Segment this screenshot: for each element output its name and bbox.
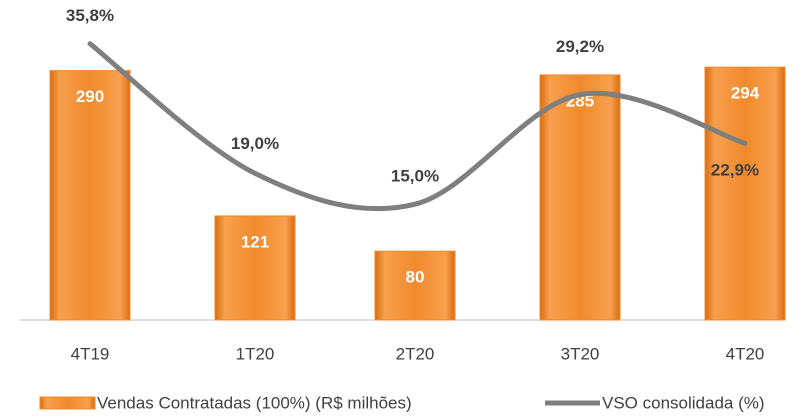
line [87, 41, 748, 212]
bar [49, 70, 131, 321]
line-value-label: 19,0% [231, 134, 279, 153]
legend-label: Vendas Contratadas (100%) (R$ milhões) [97, 393, 412, 412]
bar-value-label: 290 [76, 87, 104, 106]
bar-value-label: 80 [406, 268, 425, 287]
bar-value-label: 121 [241, 232, 269, 251]
bar [539, 74, 621, 321]
bar [374, 250, 456, 321]
bar [214, 215, 296, 321]
x-tick-label: 1T20 [236, 344, 275, 363]
x-tick-label: 3T20 [561, 344, 600, 363]
legend-label: VSO consolidada (%) [602, 393, 765, 412]
x-tick-label: 2T20 [396, 344, 435, 363]
line-value-label: 15,0% [391, 167, 439, 186]
x-tick-label: 4T20 [726, 344, 765, 363]
bar [704, 66, 786, 321]
x-tick-label: 4T19 [71, 344, 110, 363]
legend-swatch [39, 396, 96, 410]
line-value-label: 29,2% [556, 37, 604, 56]
bar-value-label: 294 [731, 84, 760, 103]
line-value-label: 35,8% [66, 6, 114, 25]
line-value-label: 22,9% [711, 161, 759, 180]
